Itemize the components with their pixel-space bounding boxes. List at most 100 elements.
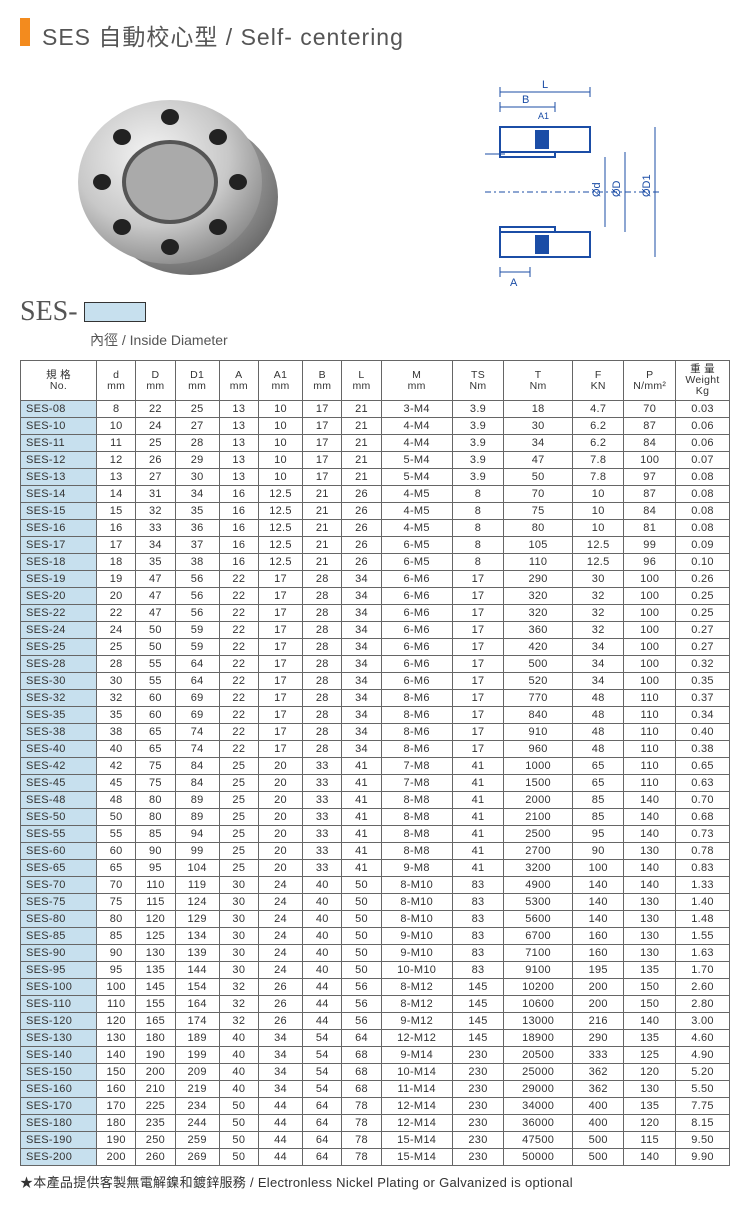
data-cell: 50	[219, 1132, 258, 1149]
data-cell: 9100	[504, 962, 573, 979]
data-cell: 10	[258, 469, 302, 486]
data-cell: 140	[97, 1047, 136, 1064]
data-cell: 34	[342, 588, 381, 605]
data-cell: 140	[624, 792, 676, 809]
data-cell: 50	[504, 469, 573, 486]
col-header: dmm	[97, 361, 136, 401]
data-cell: 41	[342, 792, 381, 809]
data-cell: 10-M10	[381, 962, 452, 979]
data-cell: 33	[303, 775, 342, 792]
data-cell: 150	[97, 1064, 136, 1081]
model-no-cell: SES-120	[21, 1013, 97, 1030]
data-cell: 81	[624, 520, 676, 537]
data-cell: 22	[219, 724, 258, 741]
data-cell: 17	[258, 690, 302, 707]
data-cell: 68	[342, 1064, 381, 1081]
data-cell: 56	[342, 979, 381, 996]
data-cell: 40	[97, 741, 136, 758]
data-cell: 64	[342, 1030, 381, 1047]
data-cell: 44	[303, 979, 342, 996]
data-cell: 21	[303, 537, 342, 554]
data-cell: 0.25	[675, 605, 729, 622]
data-cell: 47	[136, 571, 175, 588]
data-cell: 0.03	[675, 401, 729, 418]
data-cell: 0.68	[675, 809, 729, 826]
data-cell: 9.90	[675, 1149, 729, 1166]
data-cell: 120	[624, 1064, 676, 1081]
data-cell: 22	[136, 401, 175, 418]
data-cell: 26	[342, 503, 381, 520]
data-cell: 85	[97, 928, 136, 945]
table-row: SES-19194756221728346-M617290301000.26	[21, 571, 730, 588]
data-cell: 30	[572, 571, 624, 588]
data-cell: 56	[175, 605, 219, 622]
data-cell: 84	[624, 435, 676, 452]
data-cell: 34	[572, 673, 624, 690]
data-cell: 24	[258, 945, 302, 962]
data-cell: 17	[303, 435, 342, 452]
data-cell: 15-M14	[381, 1132, 452, 1149]
data-cell: 29	[175, 452, 219, 469]
data-cell: 10	[258, 435, 302, 452]
table-row: SES-2002002602695044647815-M142305000050…	[21, 1149, 730, 1166]
data-cell: 250	[136, 1132, 175, 1149]
data-cell: 85	[572, 792, 624, 809]
data-cell: 18	[97, 554, 136, 571]
data-cell: 75	[97, 894, 136, 911]
model-no-cell: SES-48	[21, 792, 97, 809]
data-cell: 6.2	[572, 418, 624, 435]
data-cell: 11	[97, 435, 136, 452]
data-cell: 50	[136, 639, 175, 656]
data-cell: 89	[175, 809, 219, 826]
data-cell: 13	[219, 401, 258, 418]
data-cell: 8-M8	[381, 792, 452, 809]
table-row: SES-24245059221728346-M617360321000.27	[21, 622, 730, 639]
table-body: SES-0882225131017213-M43.9184.7700.03SES…	[21, 401, 730, 1166]
data-cell: 47	[136, 605, 175, 622]
svg-text:ØD: ØD	[611, 180, 623, 197]
table-row: SES-1701702252345044647812-M142303400040…	[21, 1098, 730, 1115]
table-row: SES-141431341612.521264-M587010870.08	[21, 486, 730, 503]
data-cell: 1.33	[675, 877, 729, 894]
data-cell: 97	[624, 469, 676, 486]
data-cell: 12	[97, 452, 136, 469]
data-cell: 59	[175, 622, 219, 639]
data-cell: 26	[342, 537, 381, 554]
model-no-cell: SES-14	[21, 486, 97, 503]
data-cell: 362	[572, 1081, 624, 1098]
table-row: SES-110110155164322644568-M1214510600200…	[21, 996, 730, 1013]
data-cell: 16	[97, 520, 136, 537]
col-header: A1mm	[258, 361, 302, 401]
data-cell: 16	[219, 537, 258, 554]
data-cell: 34	[258, 1064, 302, 1081]
data-cell: 235	[136, 1115, 175, 1132]
data-cell: 0.32	[675, 656, 729, 673]
data-cell: 0.27	[675, 639, 729, 656]
data-cell: 41	[342, 826, 381, 843]
data-cell: 22	[219, 605, 258, 622]
data-cell: 40	[303, 877, 342, 894]
data-cell: 87	[624, 418, 676, 435]
model-no-cell: SES-130	[21, 1030, 97, 1047]
data-cell: 5.50	[675, 1081, 729, 1098]
data-cell: 140	[624, 860, 676, 877]
data-cell: 27	[136, 469, 175, 486]
col-header: Dmm	[136, 361, 175, 401]
data-cell: 34	[258, 1047, 302, 1064]
model-no-cell: SES-30	[21, 673, 97, 690]
data-cell: 22	[97, 605, 136, 622]
data-cell: 400	[572, 1115, 624, 1132]
data-cell: 25000	[504, 1064, 573, 1081]
table-row: SES-9090130139302440509-M108371001601301…	[21, 945, 730, 962]
data-cell: 0.25	[675, 588, 729, 605]
data-cell: 400	[572, 1098, 624, 1115]
data-cell: 8	[452, 486, 504, 503]
data-cell: 34	[258, 1030, 302, 1047]
data-cell: 83	[452, 928, 504, 945]
data-cell: 16	[219, 503, 258, 520]
data-cell: 90	[136, 843, 175, 860]
data-cell: 90	[97, 945, 136, 962]
table-row: SES-171734371612.521266-M5810512.5990.09	[21, 537, 730, 554]
data-cell: 145	[136, 979, 175, 996]
model-no-cell: SES-95	[21, 962, 97, 979]
